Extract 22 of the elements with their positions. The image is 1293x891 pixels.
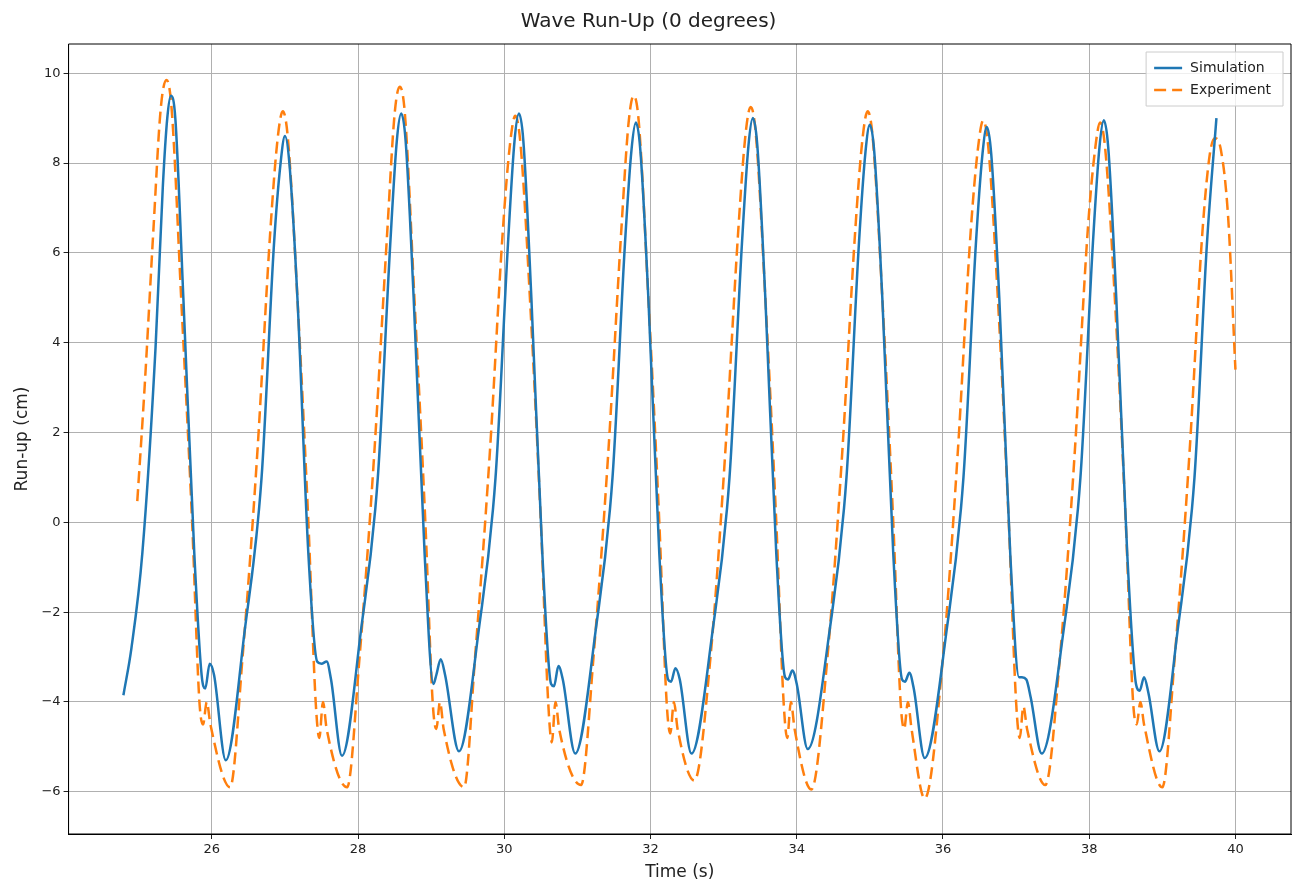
legend-label: Simulation (1190, 58, 1265, 75)
y-tick-label: −2 (41, 603, 61, 619)
x-tick-label: 32 (642, 841, 659, 857)
y-tick-label: 6 (52, 244, 61, 260)
x-tick-label: 38 (1080, 841, 1098, 857)
y-axis-title: Run-up (cm) (10, 386, 31, 492)
x-tick-label: 30 (496, 841, 513, 857)
x-tick-label: 34 (788, 841, 806, 857)
x-tick-label: 36 (934, 841, 952, 857)
x-tick-label: 40 (1227, 841, 1244, 857)
y-tick-label: −4 (41, 693, 61, 709)
y-tick-label: 0 (52, 513, 61, 529)
x-tick-label: 26 (203, 841, 221, 857)
y-tick-label: 10 (44, 64, 61, 80)
y-tick-label: 4 (52, 334, 61, 350)
x-tick-label: 28 (349, 841, 367, 857)
y-tick-label: 2 (52, 423, 61, 439)
y-tick-label: 8 (52, 154, 61, 170)
legend-label: Experiment (1190, 80, 1272, 97)
x-axis-title: Time (s) (644, 861, 715, 882)
y-tick-label: −6 (41, 783, 61, 799)
chart-title: Wave Run-Up (0 degrees) (520, 8, 777, 33)
